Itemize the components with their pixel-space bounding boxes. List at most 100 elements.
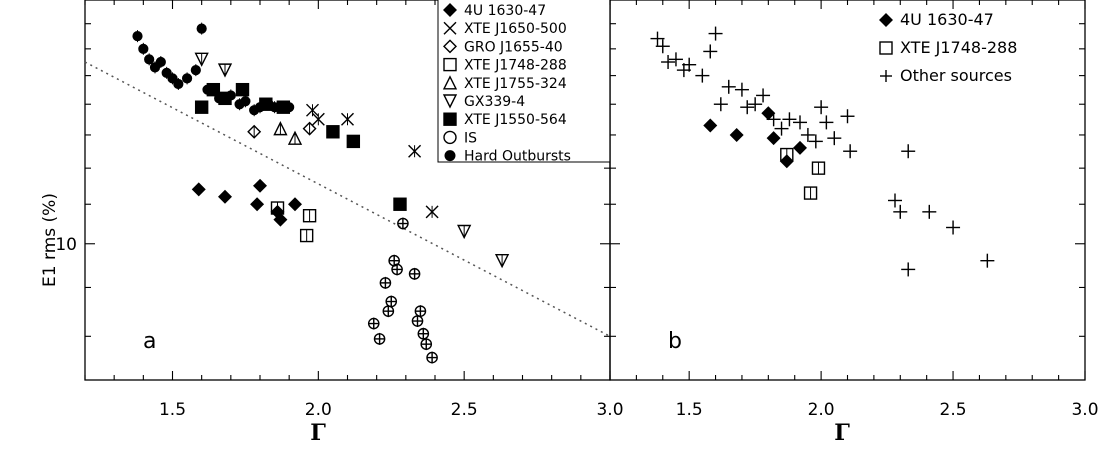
point-other-sources [655,39,670,54]
point-xte-j1755-324 [273,121,288,136]
point-hard-outbursts [138,43,149,54]
point-other-sources [793,115,807,130]
point-is [391,263,403,276]
point-other-sources [893,204,908,219]
point-is [417,327,430,340]
point-other-sources [708,26,723,41]
point-is [408,268,421,280]
point-other-sources [946,220,961,235]
point-hard-outbursts [196,23,207,34]
point-other-sources [734,82,749,97]
y-tick-label: 10 [55,235,77,255]
point-xte-j1650-500 [306,103,319,117]
point-other-sources [756,88,771,103]
point-other-sources [888,193,902,208]
point-is [385,295,398,308]
point-is [367,317,380,330]
legend-label: XTE J1755-324 [464,76,567,92]
legend-label: XTE J1650-500 [464,21,567,37]
point-xte-j1748-288 [299,228,314,243]
point-other-sources [980,253,995,268]
point-other-sources [840,109,855,124]
legend-marker [879,13,893,27]
point-hard-outbursts [269,102,280,113]
point-other-sources [713,97,728,112]
point-gro-j1655-40 [247,124,262,139]
point-other-sources [827,131,842,146]
point-hard-outbursts [214,93,225,104]
panel-b: 1.5 2.0 2.5 3.0 b 4U 1630-47 XTE J1748-288 Othe… [609,0,1099,420]
legend-marker [442,75,458,90]
point-4u-1630-47 [218,189,232,204]
point-other-sources [819,115,834,130]
plot-frame [609,0,1086,381]
x-tick-label: 1.5 [676,400,703,420]
point-gx339-4 [494,253,510,269]
point-xte-j1748-288 [270,201,285,215]
legend-marker [442,94,458,109]
point-4u-1630-47 [250,197,265,212]
point-hard-outbursts [190,65,201,76]
legend-marker [443,39,457,54]
legend-label: Hard Outbursts [464,149,571,165]
point-other-sources [901,262,916,277]
point-4u-1630-47 [729,127,744,142]
point-4u-1630-47 [703,118,718,133]
legend-label: XTE J1748-288 [900,38,1017,57]
legend-label: 4U 1630-47 [900,10,994,29]
point-hard-outbursts [173,78,184,90]
x-tick-label: 3.0 [1071,400,1098,420]
y-axis-label: E1 rms (%) [40,193,60,287]
point-hard-outbursts [144,54,155,65]
point-xte-j1550-564 [346,134,361,149]
point-gro-j1655-40 [302,121,317,136]
trend-line [84,61,611,337]
point-xte-j1748-288 [811,161,826,175]
legend-marker [443,3,457,17]
x-axis-label-a: Γ [310,420,326,446]
point-other-sources [695,68,710,83]
point-xte-j1550-564 [326,125,340,139]
point-other-sources [721,79,736,94]
point-other-sources [782,112,797,127]
legend-label: IS [464,130,477,146]
point-is [397,217,409,230]
point-other-sources [808,134,823,149]
x-axis-label-b: Γ [834,420,850,446]
point-hard-outbursts [240,96,251,107]
point-xte-j1755-324 [287,130,303,145]
point-gx339-4 [194,52,209,67]
x-tick-label: 2.5 [940,400,967,420]
point-xte-j1748-288 [780,147,794,162]
legend-label: Other sources [900,66,1012,85]
legend-marker [879,41,893,55]
point-is [420,338,433,350]
point-other-sources [774,121,789,136]
point-is [414,305,427,317]
x-tick-label: 3.0 [596,400,623,420]
legend-marker [443,21,457,35]
point-4u-1630-47 [253,178,267,193]
point-4u-1630-47 [191,182,206,197]
x-tick-label: 2.0 [305,400,332,420]
point-hard-outbursts [155,56,166,68]
point-other-sources [668,52,683,67]
point-other-sources [740,100,755,115]
point-gx339-4 [457,224,472,240]
point-other-sources [814,100,829,115]
x-tick-label: 2.0 [808,400,835,420]
point-other-sources [661,55,676,70]
point-hard-outbursts [132,30,143,42]
point-gx339-4 [217,63,233,78]
point-is [382,305,395,317]
point-is [373,333,386,345]
point-hard-outbursts [284,102,295,113]
point-xte-j1550-564 [235,82,250,97]
legend-marker [443,112,457,126]
point-xte-j1650-500 [425,205,439,219]
point-xte-j1650-500 [311,112,325,126]
point-other-sources [901,144,916,159]
point-4u-1630-47 [288,197,302,212]
panel-label: a [143,329,156,354]
